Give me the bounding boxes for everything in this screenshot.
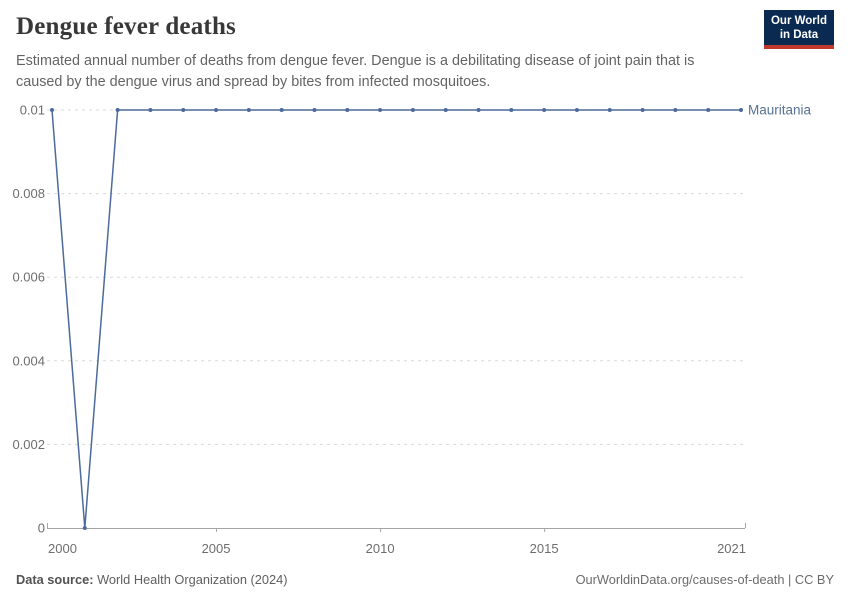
data-point-2008[interactable] <box>312 108 317 112</box>
data-point-2019[interactable] <box>673 108 678 112</box>
data-point-2017[interactable] <box>607 108 612 112</box>
y-tick-label: 0.006 <box>12 270 45 285</box>
data-point-2012[interactable] <box>443 108 448 112</box>
data-point-2013[interactable] <box>476 108 481 112</box>
owid-logo-line1: Our World <box>770 15 827 27</box>
data-point-2014[interactable] <box>509 108 514 112</box>
x-tick-label: 2010 <box>366 541 395 556</box>
mauritania-line[interactable] <box>51 109 741 529</box>
data-point-2007[interactable] <box>279 108 284 112</box>
y-tick-label: 0.01 <box>20 103 45 118</box>
y-tick-label: 0.004 <box>12 353 45 368</box>
y-tick-label: 0.008 <box>12 186 45 201</box>
x-tick-label: 2021 <box>717 541 746 556</box>
data-point-2006[interactable] <box>246 108 251 112</box>
credit-link[interactable]: OurWorldinData.org/causes-of-death | CC … <box>575 572 834 587</box>
x-tick-label: 2005 <box>202 541 231 556</box>
x-tick-label: 2015 <box>530 541 559 556</box>
owid-logo[interactable]: Our World in Data <box>763 10 834 49</box>
entity-label: Mauritania <box>748 103 812 118</box>
owid-logo-line2: in Data <box>779 28 819 41</box>
data-source: Data source: World Health Organization (… <box>16 572 287 587</box>
data-point-2015[interactable] <box>542 108 547 112</box>
data-point-2005[interactable] <box>214 108 219 112</box>
data-point-2020[interactable] <box>706 108 711 112</box>
data-source-value: World Health Organization (2024) <box>93 572 288 587</box>
y-tick-label: 0 <box>38 521 45 536</box>
data-source-label: Data source: <box>16 572 94 587</box>
y-tick-label: 0.002 <box>12 437 45 452</box>
data-point-2016[interactable] <box>574 108 579 112</box>
chart-subtitle: Estimated annual number of deaths from d… <box>16 53 695 90</box>
data-point-2018[interactable] <box>640 108 645 112</box>
data-point-2002[interactable] <box>115 108 120 112</box>
data-point-2011[interactable] <box>410 108 415 112</box>
page-title: Dengue fever deaths <box>16 13 236 40</box>
data-point-2001[interactable] <box>82 526 87 530</box>
data-point-2004[interactable] <box>181 108 186 112</box>
data-point-2010[interactable] <box>378 108 383 112</box>
data-point-2021[interactable] <box>739 108 743 112</box>
data-point-2009[interactable] <box>345 108 350 112</box>
x-tick-label: 2000 <box>48 541 77 556</box>
data-point-2003[interactable] <box>148 108 153 112</box>
data-point-2000[interactable] <box>50 108 54 112</box>
